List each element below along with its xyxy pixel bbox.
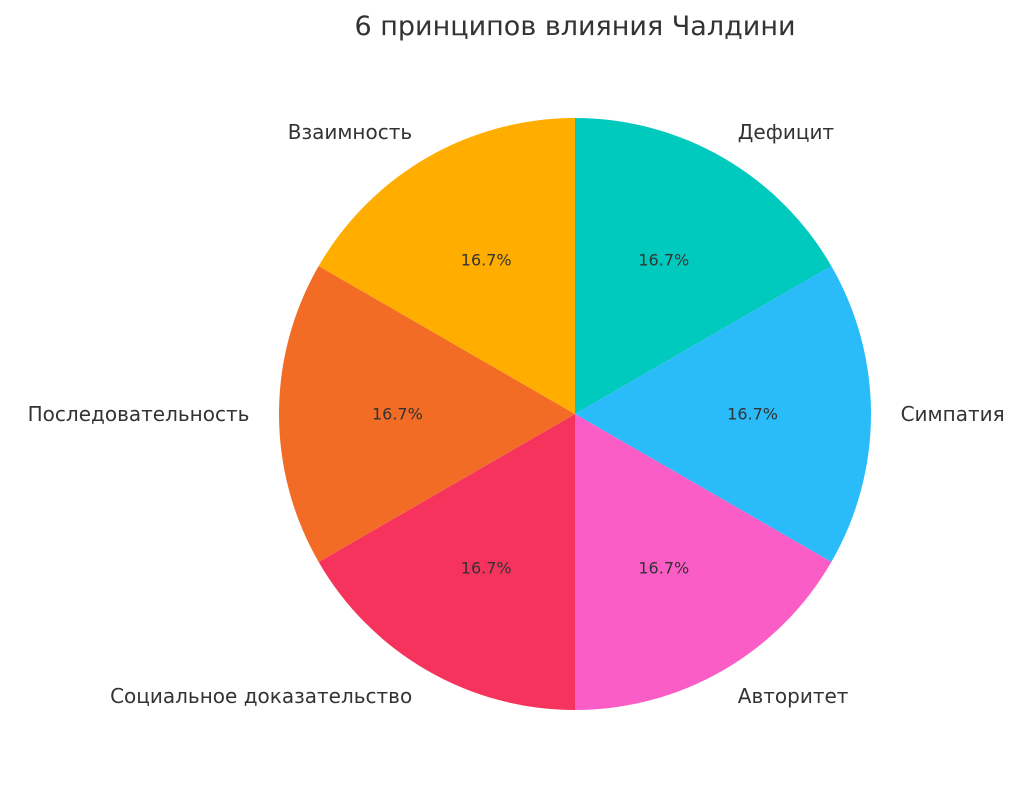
- slice-category-label: Симпатия: [901, 402, 1005, 426]
- slice-percent-label: 16.7%: [372, 405, 423, 424]
- slice-percent-label: 16.7%: [461, 558, 512, 577]
- slice-percent-label: 16.7%: [461, 251, 512, 270]
- chart-title: 6 принципов влияния Чалдини: [354, 11, 795, 42]
- slice-labels: Дефицит Симпатия Авторитет Социальное доказ…: [28, 120, 1005, 708]
- pie-slice-5: [279, 266, 575, 562]
- slice-category-label: Дефицит: [738, 120, 835, 144]
- slice-category-label: Последовательность: [28, 402, 250, 426]
- pie-slice-6: [318, 118, 575, 414]
- slice-category-label: Социальное доказательство: [110, 684, 412, 708]
- pie-slice-4: [318, 414, 575, 710]
- slice-percent-label: 16.7%: [638, 558, 689, 577]
- slice-percent-label: 16.7%: [727, 405, 778, 424]
- slice-category-label: Взаимность: [288, 120, 412, 144]
- pie-slice-1: [575, 118, 832, 414]
- pie-slice-3: [575, 414, 832, 710]
- pie-slice-2: [575, 266, 871, 562]
- slice-category-label: Авторитет: [738, 684, 849, 708]
- slice-percent-label: 16.7%: [638, 251, 689, 270]
- pie-slices: [279, 118, 871, 710]
- percent-labels: 16.7% 16.7% 16.7% 16.7% 16.7% 16.7%: [372, 251, 778, 578]
